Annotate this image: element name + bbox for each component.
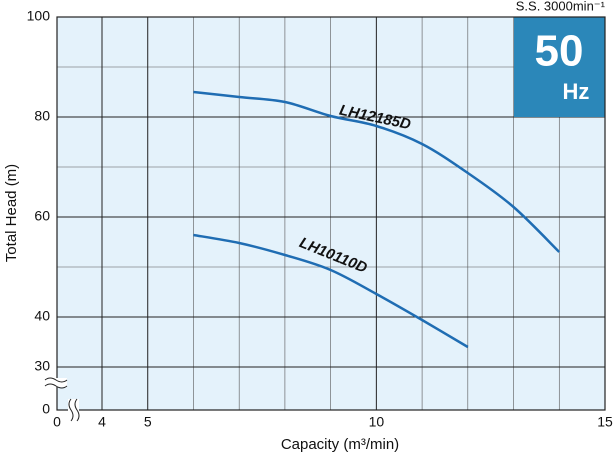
x-tick-label: 10 xyxy=(369,414,385,430)
y-tick-label: 40 xyxy=(34,308,50,324)
y-tick-label: 0 xyxy=(42,401,50,417)
badge xyxy=(514,17,605,117)
x-tick-label: 0 xyxy=(53,414,61,430)
y-tick-label: 100 xyxy=(27,8,51,24)
badge-unit: Hz xyxy=(563,79,590,104)
y-tick-label: 80 xyxy=(34,108,50,124)
x-break xyxy=(68,398,80,422)
x-axis-title: Capacity (m³/min) xyxy=(281,436,399,453)
y-tick-label: 30 xyxy=(34,358,50,374)
y-tick-label: 60 xyxy=(34,208,50,224)
plot-frame xyxy=(56,16,606,411)
annotation: S.S. 3000min⁻¹ xyxy=(516,0,606,13)
y-break xyxy=(44,377,68,389)
x-tick-label: 4 xyxy=(98,414,106,430)
curve xyxy=(193,233,469,349)
x-tick-label: 5 xyxy=(144,414,152,430)
y-axis-title: Total Head (m) xyxy=(3,164,20,262)
badge-number: 50 xyxy=(535,27,584,76)
curve xyxy=(193,90,561,253)
x-tick-label: 15 xyxy=(597,414,613,430)
